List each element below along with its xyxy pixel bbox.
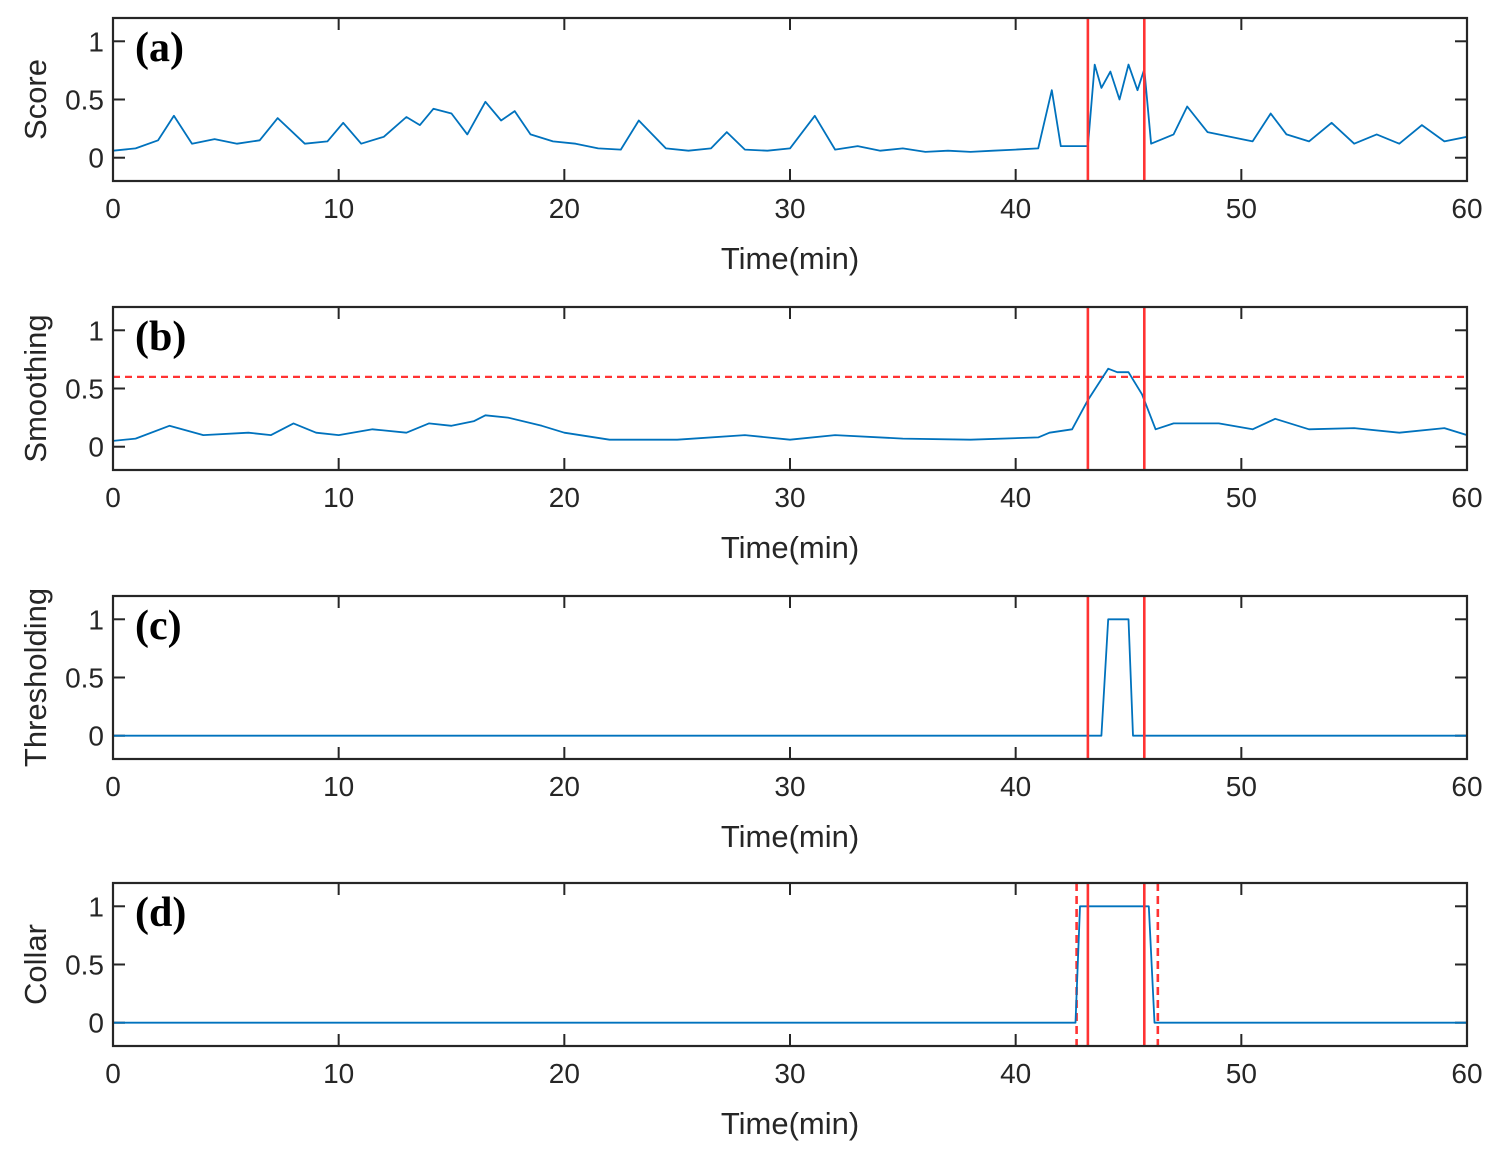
x-axis-label: Time(min) (721, 530, 859, 565)
y-axis-label: Score (18, 59, 53, 140)
panel-tag: (c) (135, 603, 182, 649)
x-tick-label: 40 (1000, 193, 1031, 224)
x-tick-label: 20 (549, 193, 580, 224)
x-tick-label: 50 (1226, 482, 1257, 513)
x-tick-label: 60 (1451, 193, 1482, 224)
y-tick-label: 0 (88, 721, 104, 752)
x-tick-label: 40 (1000, 482, 1031, 513)
y-tick-label: 0 (88, 1008, 104, 1039)
x-tick-label: 0 (105, 193, 121, 224)
x-tick-label: 0 (105, 482, 121, 513)
panel-c: 0 10 20 30 40 50 60 0 0.5 1 (c) Time(min) Thresholdi… (18, 588, 1483, 854)
x-axis-label: Time(min) (721, 241, 859, 276)
axes-frame (111, 305, 1469, 472)
x-tick-label: 60 (1451, 482, 1482, 513)
y-tick-label: 1 (88, 891, 104, 922)
y-tick-label: 0 (88, 432, 104, 463)
y-axis-label: Thresholding (18, 588, 53, 767)
axes-frame (111, 881, 1469, 1048)
x-tick-label: 20 (549, 771, 580, 802)
y-tick-label: 1 (88, 26, 104, 57)
y-tick-label: 1 (88, 315, 104, 346)
x-tick-label: 10 (323, 482, 354, 513)
x-tick-label: 10 (323, 193, 354, 224)
axes-frame (111, 16, 1469, 183)
axes-frame (111, 594, 1469, 761)
panel-tag: (d) (135, 890, 186, 936)
x-tick-label: 50 (1226, 771, 1257, 802)
panel-a: 0 10 20 30 40 50 60 0 0.5 1 (a) Time(min) Score (18, 16, 1483, 276)
collar-series-line (113, 905, 1467, 1024)
y-axis-label: Smoothing (18, 314, 53, 462)
x-tick-label: 10 (323, 771, 354, 802)
x-tick-label: 20 (549, 1058, 580, 1089)
x-tick-label: 40 (1000, 1058, 1031, 1089)
y-tick-label: 0.5 (65, 950, 104, 981)
x-tick-label: 30 (774, 482, 805, 513)
x-tick-label: 30 (774, 1058, 805, 1089)
x-tick-label: 60 (1451, 771, 1482, 802)
panel-tag: (a) (135, 25, 184, 71)
panel-tag: (b) (135, 314, 186, 360)
thresholding-series-line (113, 618, 1467, 737)
y-axis-label: Collar (18, 924, 53, 1005)
x-axis-label: Time(min) (721, 1106, 859, 1141)
x-tick-label: 40 (1000, 771, 1031, 802)
score-series-line (113, 63, 1467, 153)
x-tick-label: 10 (323, 1058, 354, 1089)
x-tick-label: 20 (549, 482, 580, 513)
y-tick-label: 1 (88, 604, 104, 635)
panel-d: 0 10 20 30 40 50 60 0 0.5 1 (d) Time(min) Collar (18, 881, 1483, 1141)
y-tick-label: 0.5 (65, 85, 104, 116)
y-tick-label: 0 (88, 143, 104, 174)
x-tick-label: 50 (1226, 193, 1257, 224)
panel-b: 0 10 20 30 40 50 60 0 0.5 1 (b) Time(min) Smoothing (18, 305, 1483, 565)
y-tick-label: 0.5 (65, 374, 104, 405)
x-tick-label: 0 (105, 1058, 121, 1089)
smoothing-series-line (113, 367, 1467, 442)
x-tick-label: 0 (105, 771, 121, 802)
x-tick-label: 50 (1226, 1058, 1257, 1089)
y-tick-label: 0.5 (65, 663, 104, 694)
x-axis-label: Time(min) (721, 819, 859, 854)
x-tick-label: 30 (774, 193, 805, 224)
x-tick-label: 30 (774, 771, 805, 802)
x-tick-label: 60 (1451, 1058, 1482, 1089)
